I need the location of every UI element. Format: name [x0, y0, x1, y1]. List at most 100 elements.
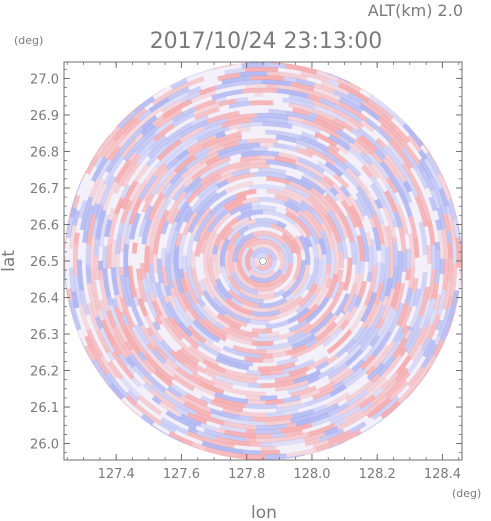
radar-cell [319, 97, 337, 109]
radar-cell [278, 250, 286, 271]
radar-cell [355, 191, 374, 220]
radar-cell [116, 174, 127, 187]
radar-cell [153, 369, 174, 388]
radar-cell [175, 349, 198, 369]
radar-cell [375, 210, 385, 226]
radar-cell [262, 209, 297, 226]
radar-cell [282, 241, 294, 264]
radar-cell [380, 288, 396, 320]
radar-cell [414, 195, 429, 228]
radar-cell [125, 355, 136, 368]
radar-cell [167, 86, 190, 101]
radar-cell [215, 131, 226, 139]
radar-cell [428, 196, 438, 212]
radar-cell [203, 339, 222, 354]
radar-cell [221, 76, 239, 85]
radar-cell [319, 178, 333, 191]
radar-cell [137, 113, 154, 128]
radar-cell [169, 230, 180, 264]
radar-cell [385, 176, 399, 194]
radar-cell [288, 259, 307, 293]
radar-cell [193, 213, 212, 243]
radar-cell [103, 315, 116, 336]
radar-cell [239, 206, 253, 215]
radar-cell [163, 349, 178, 364]
radar-cell [307, 355, 329, 371]
radar-cell [202, 436, 235, 449]
radar-cell [161, 99, 193, 120]
radar-cell [311, 90, 341, 106]
radar-cell [217, 72, 241, 82]
radar-cell [417, 190, 432, 221]
radar-cell [159, 297, 174, 320]
radar-cell [232, 232, 255, 263]
radar-cell [318, 237, 327, 255]
radar-cell [297, 291, 313, 308]
radar-cell [304, 296, 330, 324]
radar-cell [235, 67, 246, 74]
radar-cell [249, 256, 277, 275]
radar-cell [373, 282, 384, 306]
radar-cell [262, 268, 283, 284]
radar-cell [329, 231, 337, 243]
radar-cell [287, 306, 311, 325]
radar-cell [398, 226, 407, 253]
radar-cell [234, 163, 270, 173]
radar-cell [174, 232, 183, 247]
radar-cell [254, 314, 279, 321]
y-tick-label: 26.6 [30, 218, 59, 233]
radar-cell [215, 356, 250, 371]
radar-cell [246, 238, 283, 253]
radar-cell [315, 243, 323, 260]
radar-cell [353, 333, 366, 347]
radar-cell [199, 160, 231, 180]
radar-cell [183, 190, 193, 201]
radar-cell [164, 316, 185, 341]
radar-cell [134, 287, 142, 300]
radar-cell [127, 265, 138, 298]
radar-cell [119, 274, 132, 308]
radar-cell [204, 369, 218, 379]
radar-cell [295, 78, 316, 88]
radar-cell [399, 216, 409, 235]
radar-cell [333, 418, 347, 428]
radar-cell [333, 368, 355, 386]
radar-cell [210, 399, 244, 412]
radar-cell [391, 218, 399, 228]
radar-cell [365, 107, 381, 121]
radar-cell [138, 173, 158, 201]
y-tick-label: 26.5 [30, 255, 59, 270]
radar-cell [143, 204, 154, 221]
radar-cell [254, 428, 281, 435]
radar-cell [69, 206, 77, 218]
radar-cell [435, 319, 444, 331]
radar-cell [379, 113, 398, 131]
radar-cell [255, 253, 273, 271]
radar-cell [391, 236, 398, 243]
radar-cell [241, 360, 254, 367]
radar-cell [215, 278, 234, 301]
radar-cell [357, 280, 368, 299]
radar-cell [174, 359, 194, 376]
radar-cell [218, 98, 237, 107]
radar-cell [122, 153, 142, 178]
radar-cell [336, 242, 344, 253]
radar-cell [127, 152, 138, 163]
radar-cell [207, 257, 218, 287]
radar-cell [261, 79, 292, 87]
radar-cell [252, 171, 287, 180]
radar-cell [247, 458, 267, 460]
radar-cell [354, 272, 365, 295]
radar-cell [99, 355, 119, 380]
radar-cell [394, 366, 409, 383]
radar-cell [367, 153, 390, 180]
radar-cell [371, 342, 385, 358]
radar-cell [384, 153, 407, 183]
radar-cell [358, 323, 378, 348]
radar-cell [256, 234, 279, 244]
radar-cell [184, 291, 207, 322]
radar-cell [371, 395, 400, 421]
radar-cell [306, 283, 327, 311]
radar-cell [186, 184, 205, 204]
radar-cell [140, 413, 155, 426]
